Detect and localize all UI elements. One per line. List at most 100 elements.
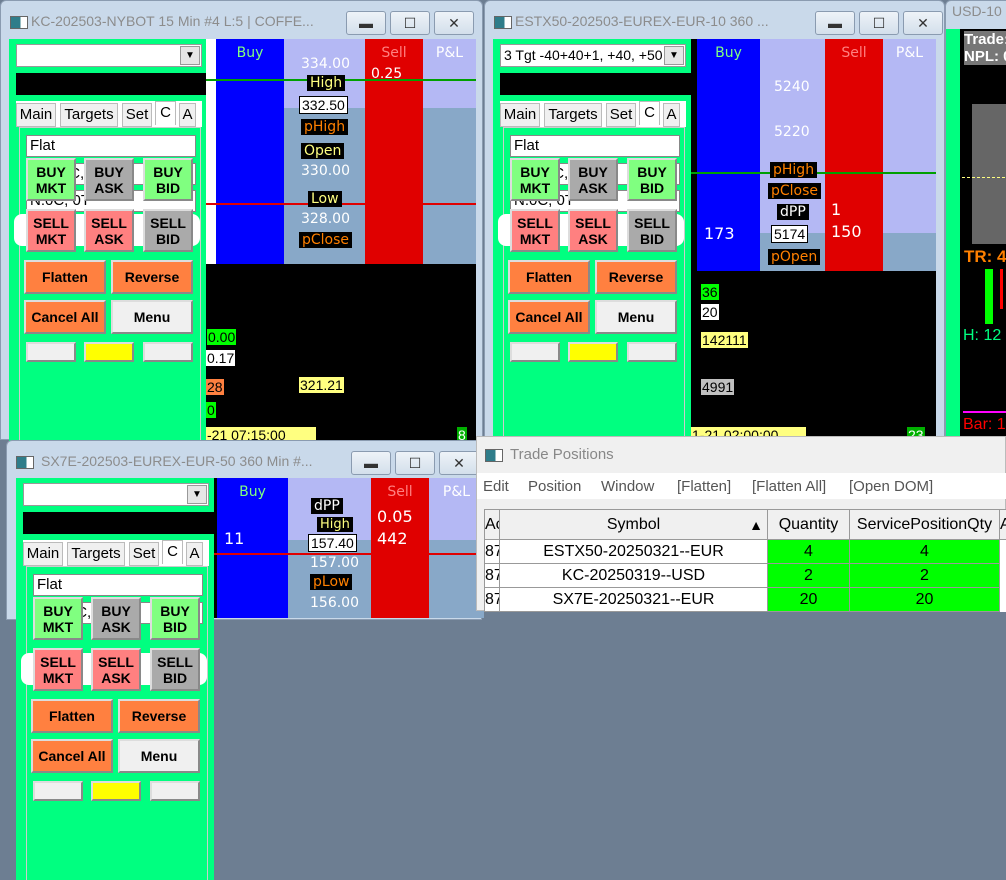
menu-button[interactable]: Menu — [118, 739, 200, 773]
quick-button[interactable] — [84, 342, 134, 362]
dropdown-value: 3 Tgt -40+40+1, +40, +50 — [504, 47, 662, 63]
sell-market-button[interactable]: SELL MKT — [510, 209, 560, 252]
tab-set[interactable]: Set — [129, 542, 159, 566]
sell-bid-button[interactable]: SELL BID — [627, 209, 677, 252]
tab-set[interactable]: Set — [606, 103, 636, 127]
flatten-button[interactable]: Flatten — [24, 260, 106, 294]
sell-column[interactable]: Sell — [365, 39, 423, 264]
col-header-more[interactable]: A — [1000, 510, 1006, 540]
buy-ask-button[interactable]: BUY ASK — [568, 158, 618, 201]
tab-targets[interactable]: Targets — [544, 103, 602, 127]
minimize-button[interactable]: ▬ — [346, 11, 386, 35]
menu-position[interactable]: Position — [528, 478, 582, 495]
order-template-dropdown[interactable]: ▼ — [16, 44, 202, 67]
trade-label: Trade: — [964, 31, 1006, 48]
price-column[interactable] — [284, 39, 365, 264]
reverse-button[interactable]: Reverse — [595, 260, 677, 294]
flatten-all-link[interactable]: [Flatten All] — [752, 478, 827, 495]
flatten-button[interactable]: Flatten — [508, 260, 590, 294]
open-dom-link[interactable]: [Open DOM] — [849, 478, 934, 495]
minimize-button[interactable]: ▬ — [351, 451, 391, 475]
sell-market-button[interactable]: SELL MKT — [26, 209, 76, 252]
window-title: Trade Positions — [510, 446, 614, 463]
chevron-down-icon[interactable]: ▼ — [187, 485, 207, 504]
chevron-down-icon[interactable]: ▼ — [664, 46, 684, 65]
tab-targets[interactable]: Targets — [67, 542, 125, 566]
close-button[interactable]: ✕ — [903, 11, 943, 35]
maximize-button[interactable]: ☐ — [395, 451, 435, 475]
sell-bid-button[interactable]: SELL BID — [143, 209, 193, 252]
menu-window[interactable]: Window — [601, 478, 655, 495]
reverse-button[interactable]: Reverse — [118, 699, 200, 733]
sell-ask-button[interactable]: SELL ASK — [84, 209, 134, 252]
sell-bid-button[interactable]: SELL BID — [150, 648, 200, 691]
sell-ask-button[interactable]: SELL ASK — [568, 209, 618, 252]
tab-c[interactable]: C — [639, 101, 660, 125]
maximize-button[interactable]: ☐ — [390, 11, 430, 35]
quick-button[interactable] — [150, 781, 200, 801]
buy-market-button[interactable]: BUY MKT — [26, 158, 76, 201]
col-header-symbol[interactable]: Symbol ▲ — [500, 510, 768, 540]
flatten-button[interactable]: Flatten — [31, 699, 113, 733]
tab-c[interactable]: C — [155, 101, 176, 125]
order-template-dropdown[interactable]: ▼ — [23, 483, 209, 506]
quick-button[interactable] — [33, 781, 83, 801]
tab-a[interactable]: A — [663, 103, 680, 127]
buy-bid-button[interactable]: BUY BID — [627, 158, 677, 201]
cell-account: 87 — [485, 564, 500, 588]
buy-ask-button[interactable]: BUY ASK — [91, 597, 141, 640]
tab-set[interactable]: Set — [122, 103, 152, 127]
sell-market-button[interactable]: SELL MKT — [33, 648, 83, 691]
quick-button[interactable] — [143, 342, 193, 362]
order-template-dropdown[interactable]: 3 Tgt -40+40+1, +40, +50 ▼ — [500, 44, 686, 67]
col-header-account[interactable]: Ac — [485, 510, 500, 540]
tab-a[interactable]: A — [186, 542, 203, 566]
sell-column[interactable]: Sell — [371, 478, 429, 618]
tab-c[interactable]: C — [162, 540, 183, 564]
minimize-button[interactable]: ▬ — [815, 11, 855, 35]
quick-button[interactable] — [510, 342, 560, 362]
close-button[interactable]: ✕ — [434, 11, 474, 35]
buy-column[interactable]: Buy — [216, 39, 284, 264]
sell-ask-button[interactable]: SELL ASK — [91, 648, 141, 691]
maximize-button[interactable]: ☐ — [859, 11, 899, 35]
buy-ask-button[interactable]: BUY ASK — [84, 158, 134, 201]
cancel-all-button[interactable]: Cancel All — [24, 300, 106, 334]
cell-quantity: 20 — [768, 588, 850, 612]
quick-button[interactable] — [568, 342, 618, 362]
tab-main[interactable]: Main — [16, 103, 56, 127]
tab-main[interactable]: Main — [500, 103, 540, 127]
col-header-quantity[interactable]: Quantity — [768, 510, 850, 540]
sell-column[interactable]: Sell — [825, 39, 883, 271]
cell-service-qty: 4 — [850, 540, 1000, 564]
menu-edit[interactable]: Edit — [483, 478, 509, 495]
sell-header: Sell — [387, 484, 413, 500]
position-status-field: Flat — [33, 574, 203, 596]
tab-main[interactable]: Main — [23, 542, 63, 566]
buy-column[interactable]: Buy — [217, 478, 288, 618]
buy-bid-button[interactable]: BUY BID — [143, 158, 193, 201]
quick-button[interactable] — [26, 342, 76, 362]
tab-targets[interactable]: Targets — [60, 103, 118, 127]
cancel-all-button[interactable]: Cancel All — [31, 739, 113, 773]
chevron-down-icon[interactable]: ▼ — [180, 46, 200, 65]
menu-button[interactable]: Menu — [595, 300, 677, 334]
buy-bid-button[interactable]: BUY BID — [150, 597, 200, 640]
buy-market-button[interactable]: BUY MKT — [510, 158, 560, 201]
buy-column[interactable]: Buy — [697, 39, 760, 271]
price-level: 157.00 — [310, 555, 359, 571]
cancel-all-button[interactable]: Cancel All — [508, 300, 590, 334]
last-price: 5174 — [771, 225, 809, 243]
prev-open-label: pOpen — [768, 249, 821, 265]
pnl-column: P&L — [423, 39, 476, 264]
col-header-service-qty[interactable]: ServicePositionQty — [850, 510, 1000, 540]
close-button[interactable]: ✕ — [439, 451, 479, 475]
quick-button[interactable] — [627, 342, 677, 362]
chart-area[interactable]: Trade: NPL: 0 TR: 4 H: 12 Bar: 1 — [960, 29, 1006, 441]
reverse-button[interactable]: Reverse — [111, 260, 193, 294]
flatten-link[interactable]: [Flatten] — [677, 478, 732, 495]
quick-button[interactable] — [91, 781, 141, 801]
menu-button[interactable]: Menu — [111, 300, 193, 334]
buy-market-button[interactable]: BUY MKT — [33, 597, 83, 640]
tab-a[interactable]: A — [179, 103, 196, 127]
